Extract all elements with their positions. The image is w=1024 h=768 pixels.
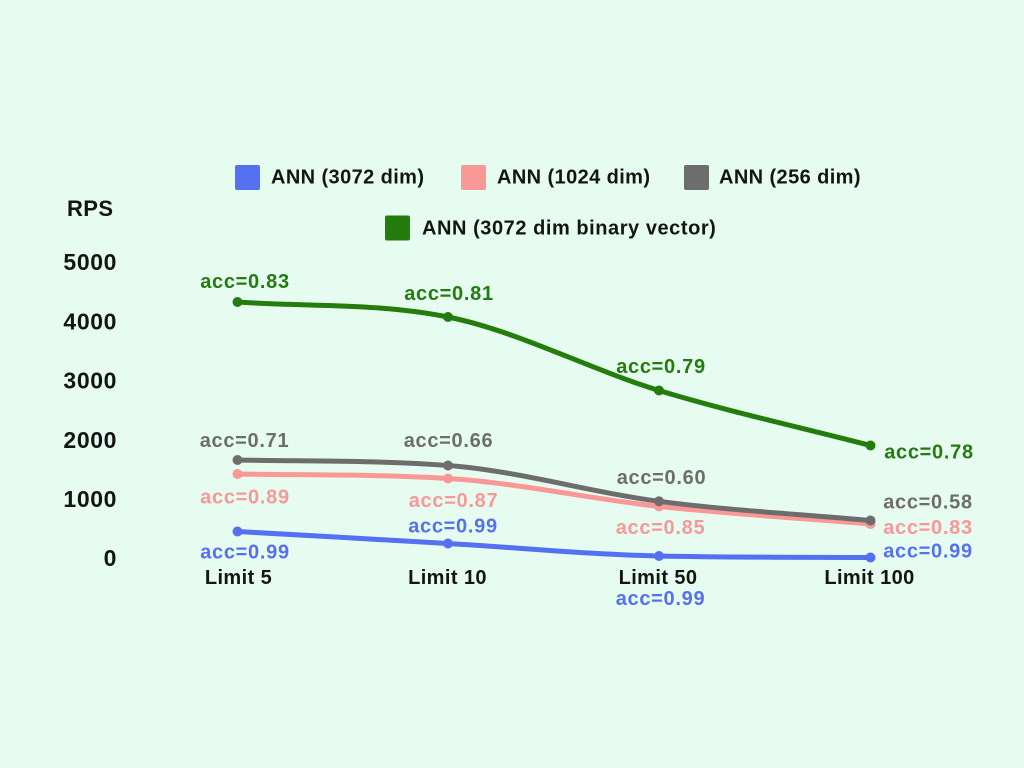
svg-text:Limit 100: Limit 100 [824, 567, 914, 589]
svg-text:acc=0.99: acc=0.99 [200, 542, 290, 564]
svg-text:3000: 3000 [63, 368, 117, 394]
svg-text:2000: 2000 [63, 427, 117, 453]
svg-text:acc=0.71: acc=0.71 [200, 430, 290, 452]
svg-text:ANN (3072 dim): ANN (3072 dim) [271, 167, 424, 189]
svg-text:acc=0.85: acc=0.85 [616, 517, 706, 539]
svg-text:acc=0.81: acc=0.81 [404, 283, 494, 305]
svg-text:RPS: RPS [67, 196, 113, 221]
svg-text:acc=0.99: acc=0.99 [883, 541, 973, 563]
svg-text:acc=0.66: acc=0.66 [404, 430, 494, 452]
svg-text:1000: 1000 [63, 486, 117, 512]
svg-text:ANN (3072 dim binary vector): ANN (3072 dim binary vector) [422, 218, 716, 240]
svg-text:acc=0.78: acc=0.78 [884, 441, 974, 463]
svg-text:acc=0.58: acc=0.58 [883, 492, 973, 514]
svg-text:acc=0.87: acc=0.87 [409, 490, 499, 512]
svg-text:ANN (1024 dim): ANN (1024 dim) [497, 167, 650, 189]
svg-text:acc=0.79: acc=0.79 [616, 356, 706, 378]
svg-text:acc=0.83: acc=0.83 [883, 517, 973, 539]
svg-text:0: 0 [104, 545, 117, 571]
svg-text:acc=0.89: acc=0.89 [200, 487, 290, 509]
svg-text:acc=0.99: acc=0.99 [408, 516, 498, 538]
svg-text:Limit 50: Limit 50 [619, 567, 698, 589]
svg-text:ANN (256 dim): ANN (256 dim) [719, 167, 861, 189]
svg-text:Limit 10: Limit 10 [408, 567, 487, 589]
svg-text:4000: 4000 [63, 308, 117, 334]
svg-text:Limit 5: Limit 5 [205, 567, 272, 589]
svg-text:acc=0.83: acc=0.83 [200, 271, 290, 293]
svg-text:acc=0.60: acc=0.60 [617, 467, 707, 489]
svg-text:acc=0.99: acc=0.99 [616, 588, 706, 610]
svg-text:5000: 5000 [63, 249, 117, 275]
